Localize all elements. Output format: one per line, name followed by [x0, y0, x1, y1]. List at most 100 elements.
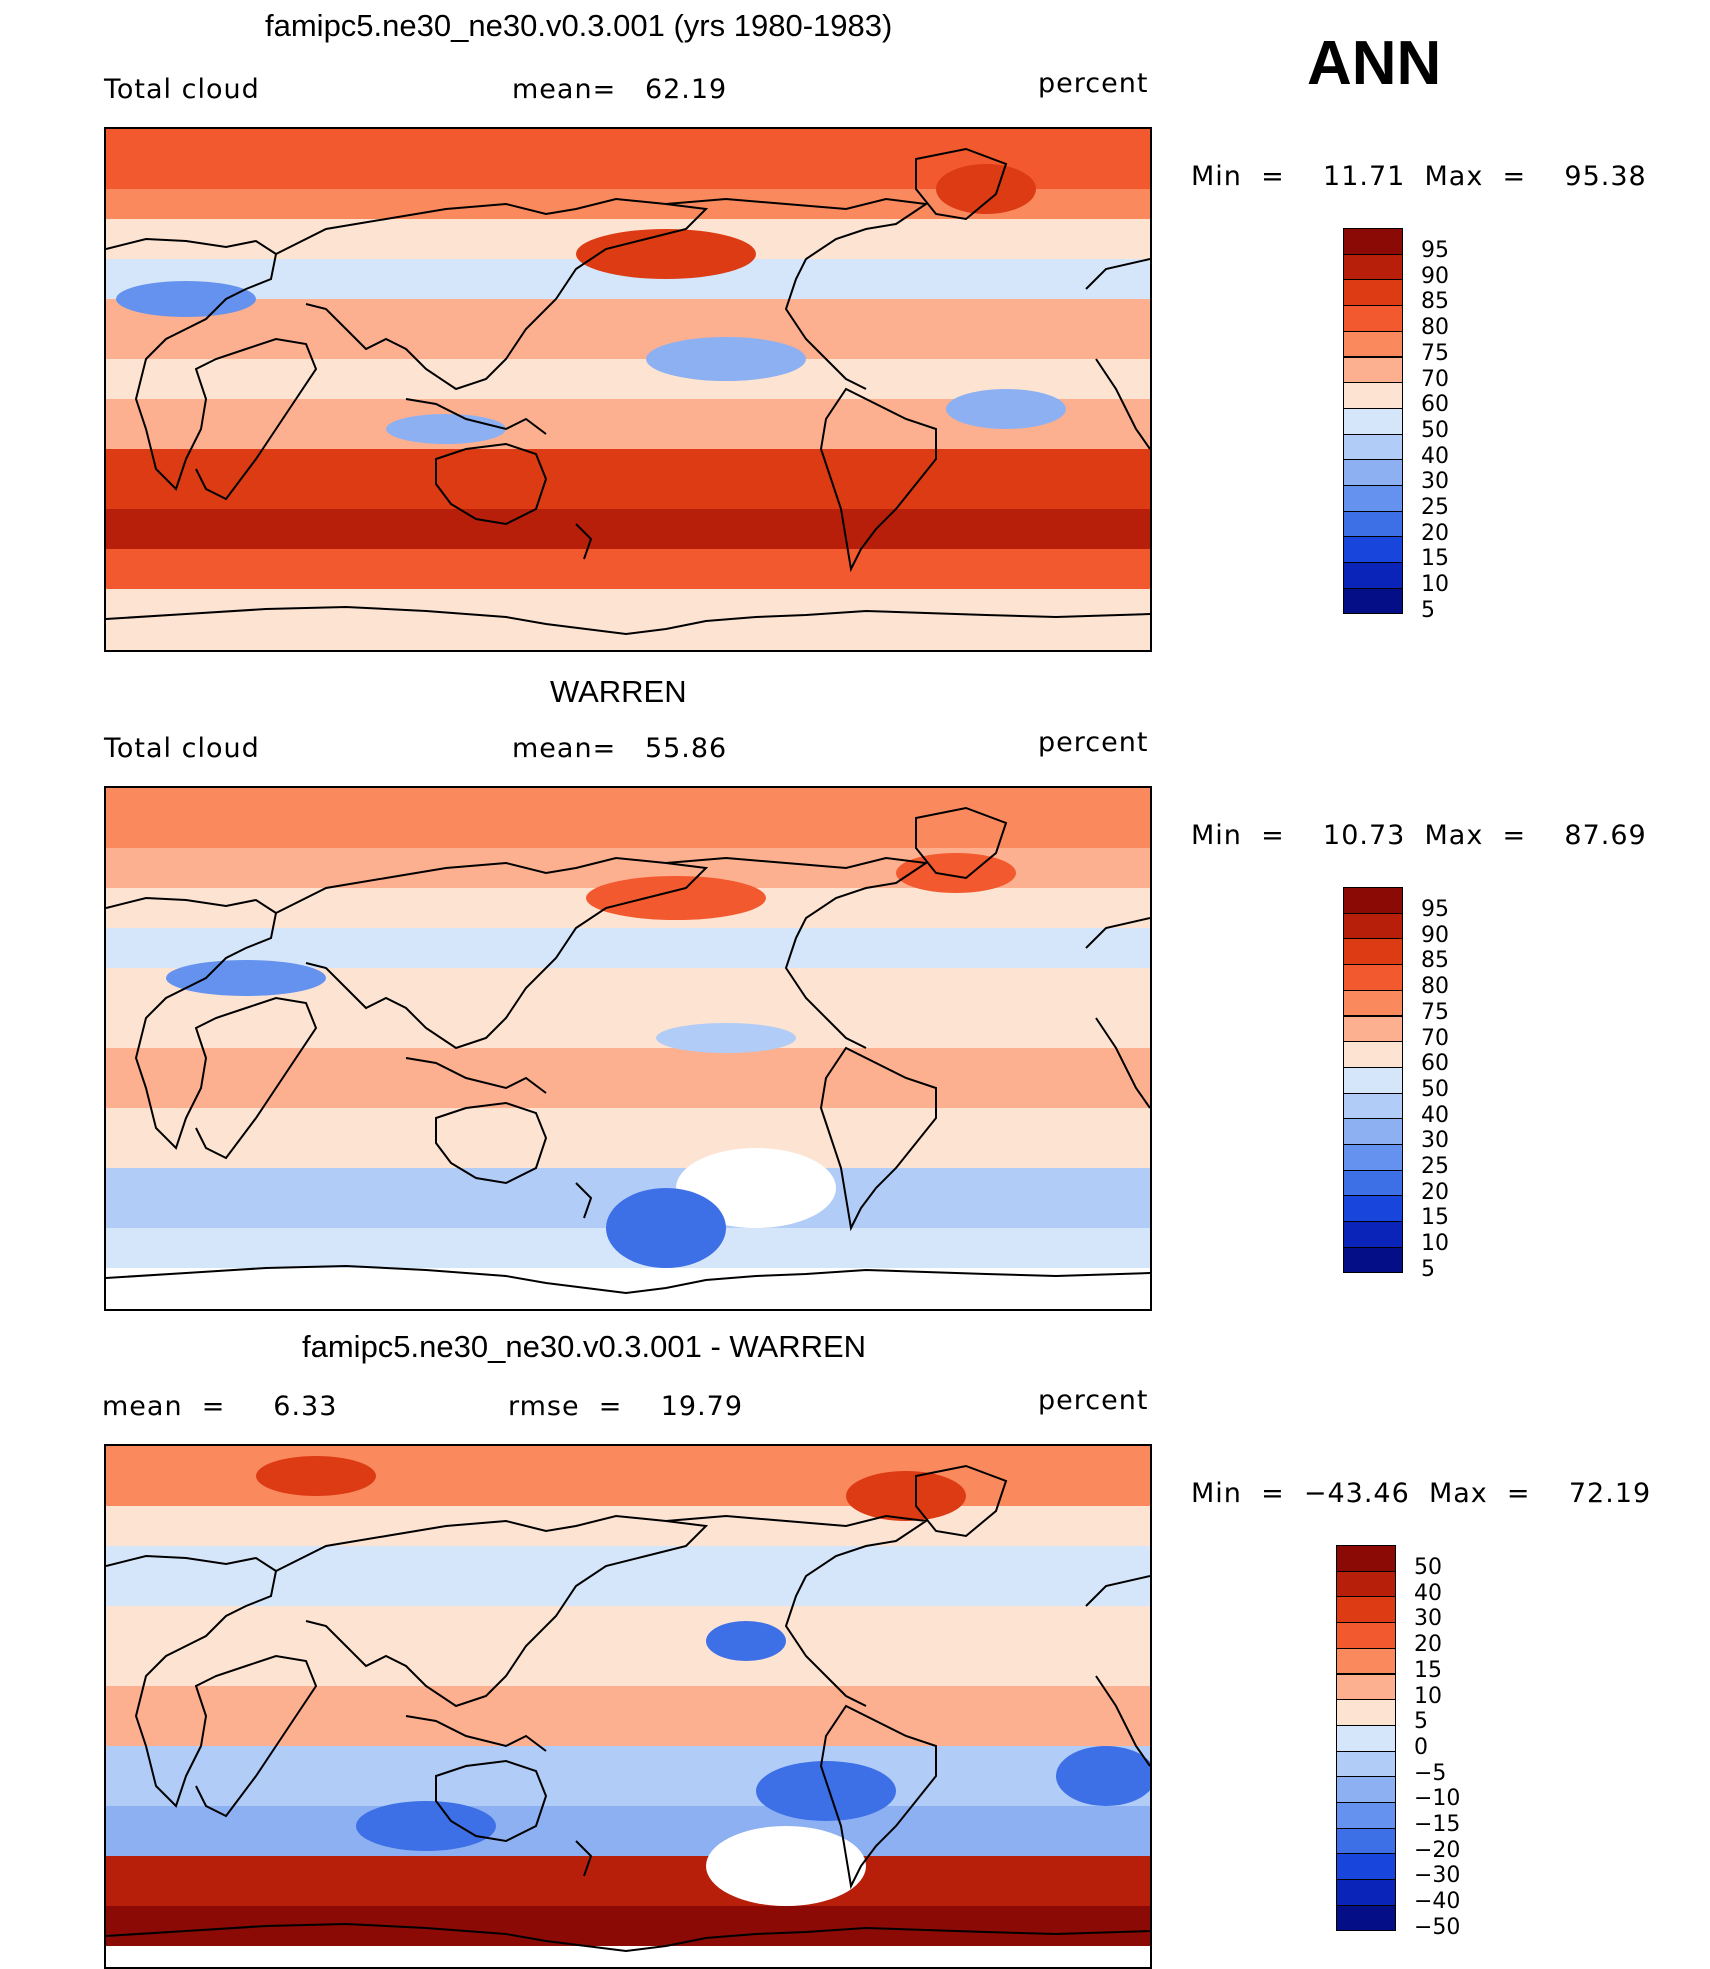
colorbar-tick-label: −50	[1414, 1914, 1461, 1940]
field-band	[106, 1546, 1150, 1606]
coastline	[665, 197, 929, 390]
field-blob	[356, 1801, 496, 1851]
coastline	[275, 1514, 709, 1708]
colorbar-swatch	[1343, 887, 1403, 914]
panel3-map	[104, 1444, 1152, 1969]
coastline	[106, 605, 1150, 636]
colorbar-tick-label: −20	[1414, 1837, 1461, 1863]
coastline	[575, 1840, 593, 1877]
panel2-colorbar: 95 90 85 80 75 70 60 50 40 30 25 20 15 10 5	[1343, 887, 1483, 1302]
colorbar-tick-label: 25	[1421, 1154, 1449, 1179]
panel3-units-label: percent	[1038, 1385, 1149, 1416]
colorbar-tick-label: 30	[1421, 469, 1449, 495]
colorbar-swatch	[1336, 1802, 1396, 1829]
colorbar-tick-label: −10	[1414, 1786, 1461, 1812]
field-blob	[756, 1761, 896, 1821]
colorbar-swatch	[1343, 1144, 1403, 1171]
field-band	[106, 549, 1150, 589]
field-blob	[256, 1456, 376, 1496]
colorbar-swatch	[1343, 510, 1403, 538]
colorbar-swatch	[1343, 536, 1403, 564]
field-band	[106, 1946, 1150, 1967]
colorbar-swatch	[1343, 433, 1403, 461]
colorbar-tick-label: 30	[1414, 1606, 1442, 1632]
coastline	[1085, 917, 1150, 949]
panel3-mean-label: mean = 6.33	[102, 1391, 338, 1422]
colorbar-swatch	[1343, 459, 1403, 486]
coastline	[275, 197, 709, 391]
colorbar-tick-label: −40	[1414, 1889, 1461, 1915]
coastline	[665, 856, 929, 1049]
colorbar-tick-label: 20	[1421, 1179, 1449, 1205]
colorbar-swatch	[1336, 1879, 1396, 1906]
colorbar-tick-label: 15	[1421, 546, 1449, 572]
colorbar-swatch	[1336, 1596, 1396, 1624]
colorbar-swatch	[1336, 1776, 1396, 1803]
coastline	[106, 1554, 318, 1818]
colorbar-tick-label: 10	[1414, 1683, 1442, 1709]
field-blob	[896, 853, 1016, 893]
colorbar-tick-label: 15	[1414, 1657, 1442, 1683]
panel2-map	[104, 786, 1152, 1311]
coastline	[1095, 1675, 1150, 1767]
panel1-colorbar: 95 90 85 80 75 70 60 50 40 30 25 20 15 10 5	[1343, 228, 1483, 643]
coastline	[405, 1715, 547, 1752]
field-blob	[706, 1826, 866, 1906]
colorbar-swatch	[1343, 562, 1403, 589]
coastline	[405, 398, 547, 435]
coastline	[1085, 258, 1150, 290]
coastline	[819, 387, 937, 573]
panel1-map	[104, 127, 1152, 652]
coastline	[915, 1464, 1008, 1538]
colorbar-tick-label: 5	[1421, 1256, 1435, 1282]
colorbar-swatch	[1343, 228, 1403, 255]
colorbar-tick-label: −15	[1414, 1812, 1461, 1837]
panel2-mean-label: mean= 55.86	[512, 733, 728, 764]
colorbar-tick-label: 20	[1421, 520, 1449, 546]
colorbar-swatch	[1336, 1827, 1396, 1855]
field-blob	[846, 1471, 966, 1521]
coastline	[435, 1101, 548, 1185]
panel2-variable-label: Total cloud	[104, 733, 260, 764]
panel2-minmax: Min = 10.73 Max = 87.69	[1191, 820, 1647, 851]
colorbar-swatch	[1336, 1750, 1396, 1778]
colorbar-tick-label: 95	[1421, 897, 1449, 922]
coastline	[575, 1182, 593, 1219]
colorbar-swatch	[1343, 253, 1403, 281]
field-band	[106, 928, 1150, 968]
panel3-title: famipc5.ne30_ne30.v0.3.001 - WARREN	[302, 1329, 867, 1364]
field-band	[106, 449, 1150, 509]
colorbar-swatch	[1336, 1724, 1396, 1752]
field-band	[106, 788, 1150, 848]
field-band	[106, 1606, 1150, 1686]
coastline	[915, 806, 1008, 880]
field-blob	[166, 960, 326, 996]
coastline	[819, 1704, 937, 1890]
field-blob	[116, 281, 256, 317]
colorbar-tick-label: 60	[1421, 392, 1449, 418]
colorbar-swatch	[1336, 1699, 1396, 1726]
field-blob	[946, 389, 1066, 429]
colorbar-tick-label: 50	[1421, 417, 1449, 443]
field-band	[106, 1268, 1150, 1309]
colorbar-tick-label: 40	[1421, 443, 1449, 469]
colorbar-swatch	[1343, 1221, 1403, 1248]
colorbar-tick-label: 40	[1421, 1102, 1449, 1128]
coastline	[1095, 358, 1150, 450]
field-band	[106, 1686, 1150, 1746]
colorbar-swatch	[1343, 485, 1403, 512]
colorbar-tick-label: 50	[1414, 1555, 1442, 1580]
colorbar-swatch	[1343, 912, 1403, 940]
colorbar-tick-label: 5	[1421, 597, 1435, 623]
colorbar-tick-label: 30	[1421, 1128, 1449, 1154]
colorbar-swatch	[1343, 1195, 1403, 1223]
panel3-rmse-label: rmse = 19.79	[508, 1391, 744, 1422]
coastline	[106, 896, 318, 1160]
field-blob	[386, 414, 506, 444]
field-band	[106, 1048, 1150, 1108]
colorbar-tick-label: 95	[1421, 238, 1449, 263]
colorbar-swatch	[1343, 382, 1403, 409]
colorbar-tick-label: 20	[1414, 1632, 1442, 1658]
colorbar-swatch	[1343, 279, 1403, 307]
panel2-title: WARREN	[550, 674, 687, 709]
